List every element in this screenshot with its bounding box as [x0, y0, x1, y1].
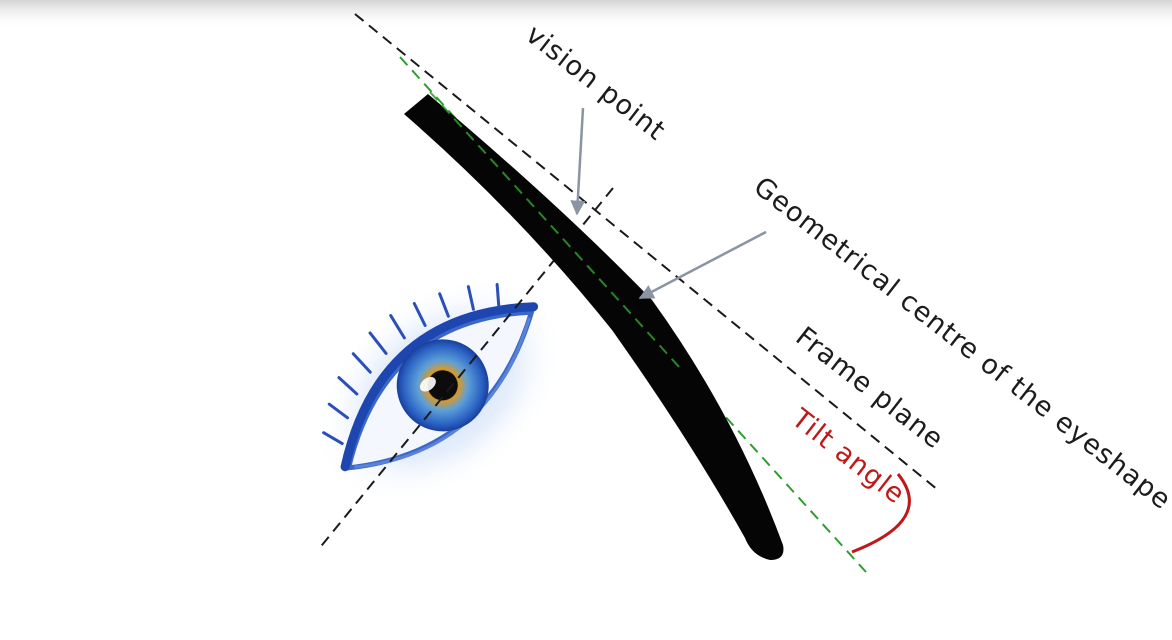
vision-point-arrow — [570, 107, 586, 216]
upper-eyelid — [340, 302, 539, 472]
eye-highlight — [419, 376, 436, 392]
lens-plane-overlay — [429, 91, 681, 369]
top-shade — [0, 0, 1172, 30]
eye-icon — [315, 275, 565, 505]
vision-point-label: vision point — [520, 19, 672, 147]
pupil — [427, 370, 458, 401]
tilt-angle-arc — [851, 473, 911, 554]
geometrical-centre-arrow — [638, 230, 767, 300]
lens-icon — [404, 94, 784, 560]
eyelashes — [322, 282, 501, 446]
